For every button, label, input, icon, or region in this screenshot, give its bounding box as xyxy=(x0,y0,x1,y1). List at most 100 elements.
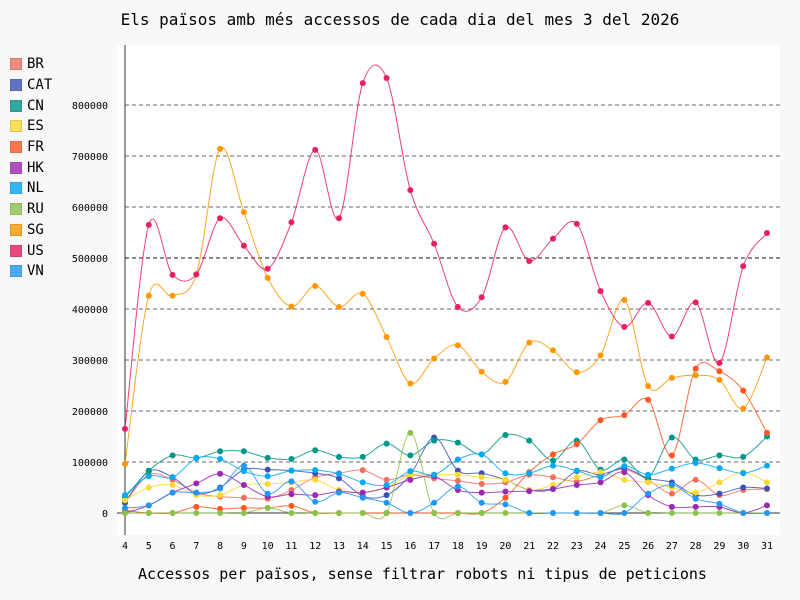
x-tick-label: 15 xyxy=(381,541,393,552)
data-point xyxy=(264,473,271,480)
data-point xyxy=(716,479,723,486)
data-point xyxy=(264,480,271,487)
data-point xyxy=(740,484,747,491)
data-point xyxy=(550,474,556,481)
data-point xyxy=(264,490,271,497)
data-point xyxy=(359,494,366,501)
data-point xyxy=(621,476,628,483)
data-point xyxy=(478,480,485,487)
data-point xyxy=(145,292,152,299)
data-point xyxy=(193,480,200,487)
data-point xyxy=(193,489,200,496)
legend-item[interactable]: CN xyxy=(10,95,52,116)
legend-label: SG xyxy=(27,221,44,238)
y-tick-label: 0 xyxy=(102,509,108,520)
x-tick-label: 13 xyxy=(333,541,345,552)
data-point xyxy=(264,466,271,473)
data-point xyxy=(240,462,247,469)
plot-area xyxy=(117,45,780,535)
legend-label: US xyxy=(27,242,44,259)
x-tick-label: 21 xyxy=(523,541,535,552)
data-point xyxy=(502,476,509,483)
x-tick-label: 7 xyxy=(193,541,199,552)
data-point xyxy=(645,479,652,486)
data-point xyxy=(431,510,438,516)
data-point xyxy=(478,489,485,496)
legend-label: HK xyxy=(27,159,44,176)
data-point xyxy=(597,474,604,481)
data-point xyxy=(359,467,366,474)
data-point xyxy=(193,510,200,516)
data-point xyxy=(645,471,652,478)
data-point xyxy=(312,146,319,153)
x-tick-label: 8 xyxy=(217,541,223,552)
data-point xyxy=(383,476,390,483)
data-point xyxy=(621,463,628,470)
legend-label: ES xyxy=(27,118,44,135)
data-point xyxy=(597,288,604,295)
legend-item[interactable]: ES xyxy=(10,116,52,137)
data-point xyxy=(764,429,770,436)
data-point xyxy=(740,470,747,477)
data-point xyxy=(692,299,699,306)
data-point xyxy=(359,80,366,87)
x-tick-label: 14 xyxy=(357,541,369,552)
data-point xyxy=(383,481,390,488)
data-point xyxy=(692,460,699,467)
legend-item[interactable]: SG xyxy=(10,220,52,241)
series-line xyxy=(124,465,768,515)
legend-item[interactable]: VN xyxy=(10,261,52,282)
data-point xyxy=(336,453,342,460)
data-point xyxy=(526,437,533,444)
legend-swatch xyxy=(10,99,22,112)
data-point xyxy=(716,465,723,472)
legend-item[interactable]: FR xyxy=(10,137,52,158)
y-tick-label: 400000 xyxy=(72,305,108,316)
legend-label: NL xyxy=(27,180,44,197)
legend-label: CAT xyxy=(27,77,53,94)
y-tick-label: 300000 xyxy=(72,356,108,367)
data-point xyxy=(336,475,342,482)
data-point xyxy=(764,462,770,469)
series-vn xyxy=(122,462,770,516)
data-point xyxy=(716,360,723,367)
data-point xyxy=(431,471,438,478)
data-point xyxy=(383,499,390,506)
data-point xyxy=(573,467,580,474)
legend-item[interactable]: BR xyxy=(10,54,52,75)
legend-item[interactable]: US xyxy=(10,240,52,261)
data-point xyxy=(692,476,699,483)
data-point xyxy=(668,333,675,340)
data-point xyxy=(526,470,533,477)
data-point xyxy=(264,274,271,281)
data-point xyxy=(621,469,628,476)
data-point xyxy=(407,510,414,516)
legend-label: CN xyxy=(27,97,44,114)
data-point xyxy=(692,372,699,379)
legend-item[interactable]: RU xyxy=(10,199,52,220)
legend-item[interactable]: NL xyxy=(10,178,52,199)
y-tick-label: 100000 xyxy=(72,458,108,469)
data-point xyxy=(550,235,556,242)
data-point xyxy=(288,219,295,226)
data-point xyxy=(668,465,675,472)
data-point xyxy=(288,467,295,474)
legend-item[interactable]: HK xyxy=(10,157,52,178)
legend-item[interactable]: CAT xyxy=(10,75,52,96)
series-line xyxy=(124,469,768,504)
data-point xyxy=(716,376,723,383)
data-point xyxy=(597,510,604,516)
data-point xyxy=(740,387,747,394)
data-point xyxy=(597,417,604,424)
data-point xyxy=(383,492,390,499)
series-line xyxy=(124,361,768,515)
data-point xyxy=(550,457,556,464)
data-point xyxy=(692,510,699,516)
data-point xyxy=(716,490,723,497)
legend-swatch xyxy=(10,223,22,236)
data-point xyxy=(383,440,390,447)
legend-swatch xyxy=(10,161,22,174)
x-tick-label: 12 xyxy=(309,541,321,552)
data-point xyxy=(478,510,485,516)
